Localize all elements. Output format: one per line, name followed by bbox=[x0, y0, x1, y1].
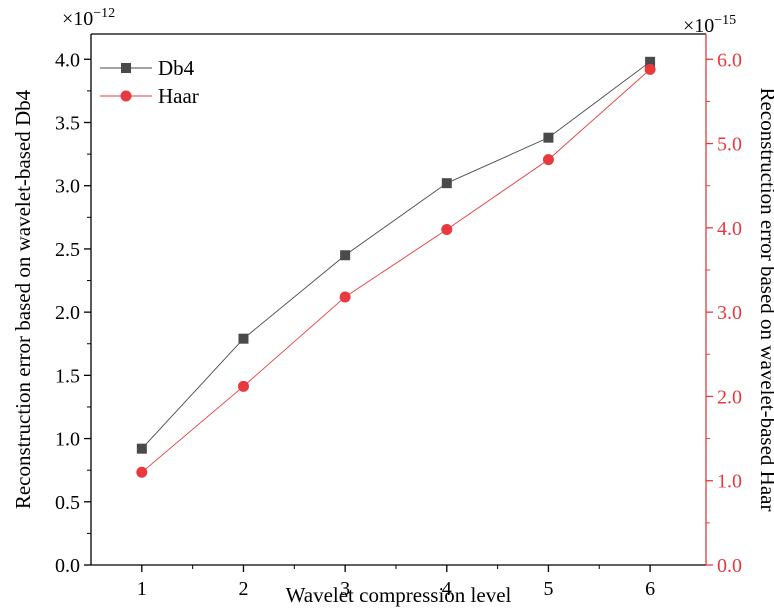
x-tick-label: 1 bbox=[137, 578, 147, 600]
left-tick-label: 0.5 bbox=[55, 492, 80, 514]
right-axis-multiplier: ×10−15 bbox=[683, 13, 736, 37]
x-tick-label: 2 bbox=[238, 578, 248, 600]
legend-label-haar: Haar bbox=[158, 84, 199, 108]
y-axis-title-left: Reconstruction error based on wavelet-ba… bbox=[11, 89, 35, 509]
left-tick-label: 2.5 bbox=[55, 239, 80, 261]
x-tick-label: 5 bbox=[543, 578, 553, 600]
legend-marker-db4 bbox=[121, 63, 131, 73]
data-point-db4 bbox=[238, 333, 249, 344]
right-multiplier-exponent: −15 bbox=[714, 13, 736, 28]
left-tick-label: 3.0 bbox=[55, 176, 80, 198]
right-tick-label: 3.0 bbox=[717, 302, 742, 324]
x-tick-label: 4 bbox=[442, 578, 452, 600]
left-multiplier-base: ×10 bbox=[62, 8, 93, 30]
left-tick-label: 1.0 bbox=[55, 429, 80, 451]
series-layer bbox=[136, 56, 656, 478]
data-point-db4 bbox=[441, 178, 452, 189]
x-tick-label: 6 bbox=[645, 578, 655, 600]
y-axis-title-right: Reconstruction error based on wavelet-ba… bbox=[756, 88, 774, 512]
left-tick-label: 1.5 bbox=[55, 365, 80, 387]
left-tick-label: 4.0 bbox=[55, 49, 80, 71]
data-point-haar bbox=[339, 291, 351, 303]
legend: Db4 Haar bbox=[100, 56, 199, 108]
data-point-db4 bbox=[340, 250, 351, 261]
right-multiplier-base: ×10 bbox=[683, 15, 714, 37]
right-tick-label: 4.0 bbox=[717, 218, 742, 240]
data-point-haar bbox=[136, 466, 148, 478]
axes: 0.0 0.5 1.0 1.5 2.0 2.5 3.0 3.5 4.0 0.0 1.0 2.0 3.0 4… bbox=[55, 33, 742, 600]
data-point-db4 bbox=[136, 443, 147, 454]
right-tick-label: 1.0 bbox=[717, 471, 742, 493]
right-tick-label: 0.0 bbox=[717, 555, 742, 577]
left-multiplier-exponent: −12 bbox=[93, 6, 115, 21]
right-tick-label: 2.0 bbox=[717, 386, 742, 408]
data-point-haar bbox=[644, 63, 656, 75]
data-point-haar bbox=[237, 380, 249, 392]
series-line-haar bbox=[141, 69, 651, 473]
left-tick-label: 3.5 bbox=[55, 113, 80, 135]
series-line-db4 bbox=[141, 61, 651, 449]
legend-label-db4: Db4 bbox=[158, 56, 195, 80]
right-tick-label: 5.0 bbox=[717, 134, 742, 156]
legend-marker-haar bbox=[120, 90, 132, 102]
left-tick-label: 2.0 bbox=[55, 302, 80, 324]
x-axis-title: Wavelet compression level bbox=[286, 583, 512, 607]
data-point-db4 bbox=[645, 56, 656, 67]
data-point-db4 bbox=[543, 132, 554, 143]
data-point-haar bbox=[441, 224, 453, 236]
data-point-haar bbox=[542, 154, 554, 166]
left-axis-multiplier: ×10−12 bbox=[62, 6, 115, 30]
x-tick-label: 3 bbox=[340, 578, 350, 600]
left-tick-label: 0.0 bbox=[55, 555, 80, 577]
right-tick-label: 6.0 bbox=[717, 49, 742, 71]
